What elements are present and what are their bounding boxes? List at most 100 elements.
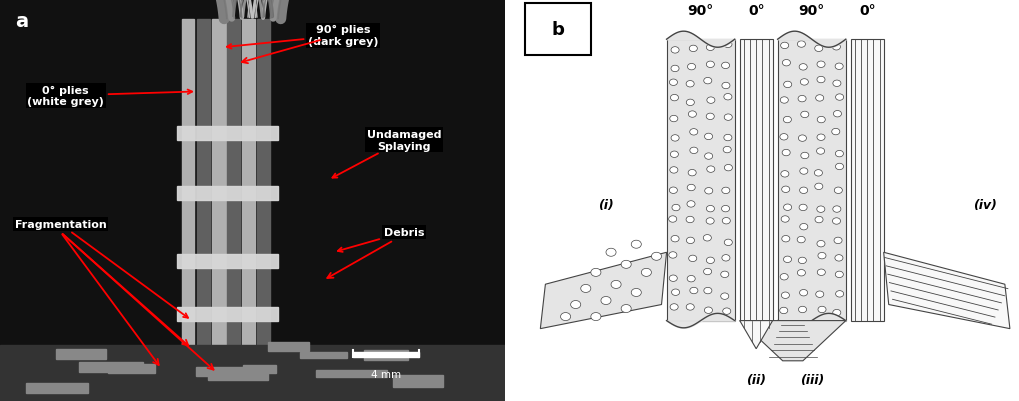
Circle shape [686,237,694,244]
Circle shape [813,170,821,176]
Circle shape [835,291,843,297]
Text: 90°: 90° [798,4,824,18]
FancyBboxPatch shape [56,349,106,359]
Circle shape [705,218,713,225]
Circle shape [832,310,840,316]
FancyBboxPatch shape [243,365,276,373]
FancyBboxPatch shape [300,352,346,358]
Bar [176,186,277,200]
Circle shape [723,165,732,172]
Circle shape [782,60,790,67]
Circle shape [723,94,732,101]
Circle shape [835,151,843,158]
Circle shape [797,237,804,243]
Circle shape [783,257,791,263]
Circle shape [641,269,651,277]
Circle shape [686,304,694,310]
Circle shape [672,205,680,211]
Circle shape [832,45,840,51]
Bar [739,40,771,321]
Circle shape [580,285,590,293]
Circle shape [688,255,696,262]
Circle shape [706,166,714,173]
Circle shape [687,276,695,282]
Circle shape [816,135,824,141]
Circle shape [669,116,678,122]
Text: 0° plies
(white grey): 0° plies (white grey) [28,85,192,107]
Circle shape [815,95,823,102]
Circle shape [704,307,712,314]
FancyBboxPatch shape [108,365,155,373]
Circle shape [798,306,806,313]
Text: 4 mm: 4 mm [371,369,400,379]
Circle shape [835,64,843,70]
Circle shape [721,218,730,225]
Circle shape [669,152,678,158]
Circle shape [780,97,788,104]
Circle shape [687,185,695,191]
Circle shape [671,136,679,142]
Circle shape [782,150,790,156]
Circle shape [832,218,840,225]
Circle shape [783,117,791,124]
Circle shape [834,237,842,244]
Circle shape [671,66,679,73]
Text: 0°: 0° [747,4,764,18]
Text: 0°: 0° [858,4,874,18]
FancyBboxPatch shape [25,383,89,393]
Circle shape [817,253,825,259]
Circle shape [781,236,789,242]
Circle shape [686,201,694,208]
Circle shape [689,129,697,136]
Circle shape [816,77,824,83]
Text: (ii): (ii) [746,373,765,386]
Circle shape [720,206,729,212]
Circle shape [671,289,679,296]
Circle shape [689,46,697,53]
Circle shape [814,46,822,53]
Circle shape [798,257,806,264]
Circle shape [800,79,808,86]
Circle shape [833,81,840,87]
Circle shape [720,293,728,300]
Circle shape [817,306,825,313]
Bar [666,40,734,321]
Circle shape [721,255,730,261]
Circle shape [668,188,677,194]
Circle shape [720,63,729,69]
Circle shape [651,253,661,261]
Circle shape [703,288,711,294]
Circle shape [800,153,808,159]
Circle shape [704,154,712,160]
Circle shape [621,305,631,313]
Circle shape [621,261,631,269]
Circle shape [600,297,610,305]
Circle shape [560,313,570,321]
Circle shape [671,236,679,242]
Circle shape [799,188,807,194]
Circle shape [689,288,697,294]
Circle shape [671,48,679,54]
Circle shape [798,205,806,211]
Text: b: b [551,21,564,39]
Circle shape [780,134,788,141]
Circle shape [834,188,842,194]
Circle shape [723,135,732,142]
FancyBboxPatch shape [78,362,144,372]
Text: 90° plies
(dark grey): 90° plies (dark grey) [226,25,378,49]
Circle shape [686,217,694,223]
FancyBboxPatch shape [316,370,387,377]
Circle shape [779,308,787,314]
Polygon shape [882,253,1009,329]
Circle shape [798,136,806,142]
FancyBboxPatch shape [392,375,443,387]
Circle shape [781,216,789,223]
Bar [176,307,277,321]
Bar [776,40,845,321]
Circle shape [705,62,713,68]
Circle shape [723,115,732,121]
Polygon shape [739,321,771,349]
Circle shape [669,95,678,101]
Circle shape [835,255,842,261]
Circle shape [814,217,822,223]
